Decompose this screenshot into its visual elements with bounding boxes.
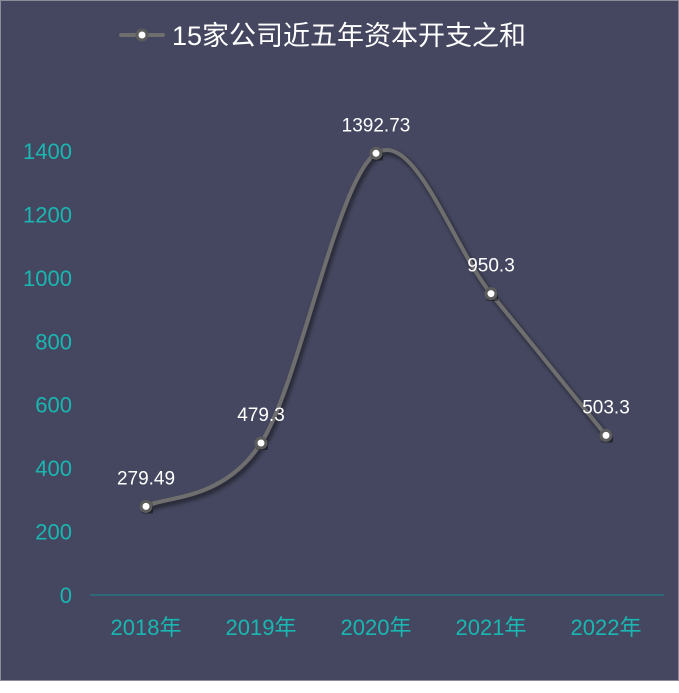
- x-axis: 2018年 2019年 2020年 2021年 2022年: [111, 615, 642, 640]
- data-point: [254, 436, 268, 450]
- legend: 15家公司近五年资本开支之和: [119, 21, 526, 51]
- y-tick-label: 600: [35, 393, 72, 418]
- x-tick-label: 2019年: [226, 615, 297, 640]
- data-label: 479.3: [237, 405, 285, 426]
- y-tick-label: 200: [35, 520, 72, 545]
- x-tick-label: 2020年: [341, 615, 412, 640]
- data-label: 1392.73: [342, 115, 411, 136]
- y-tick-label: 0: [60, 583, 72, 608]
- data-markers: [139, 146, 613, 513]
- x-tick-label: 2018年: [111, 615, 182, 640]
- legend-marker: [135, 28, 149, 42]
- y-tick-label: 400: [35, 456, 72, 481]
- legend-label: 15家公司近五年资本开支之和: [172, 21, 526, 51]
- data-label: 279.49: [117, 468, 175, 489]
- data-label: 503.3: [582, 397, 630, 418]
- y-tick-label: 800: [35, 329, 72, 354]
- data-label: 950.3: [467, 256, 515, 277]
- x-tick-label: 2021年: [456, 615, 527, 640]
- y-axis: 0 200 400 600 800 1000 1200 1400: [23, 139, 72, 608]
- data-point: [599, 428, 613, 442]
- x-tick-label: 2022年: [571, 615, 642, 640]
- data-point: [139, 499, 153, 513]
- series-line: [144, 148, 608, 509]
- y-tick-label: 1000: [23, 266, 72, 291]
- data-point: [369, 146, 383, 160]
- y-tick-label: 1400: [23, 139, 72, 164]
- data-labels: 279.49 479.3 1392.73 950.3 503.3: [117, 115, 630, 489]
- y-tick-label: 1200: [23, 202, 72, 227]
- data-point: [484, 287, 498, 301]
